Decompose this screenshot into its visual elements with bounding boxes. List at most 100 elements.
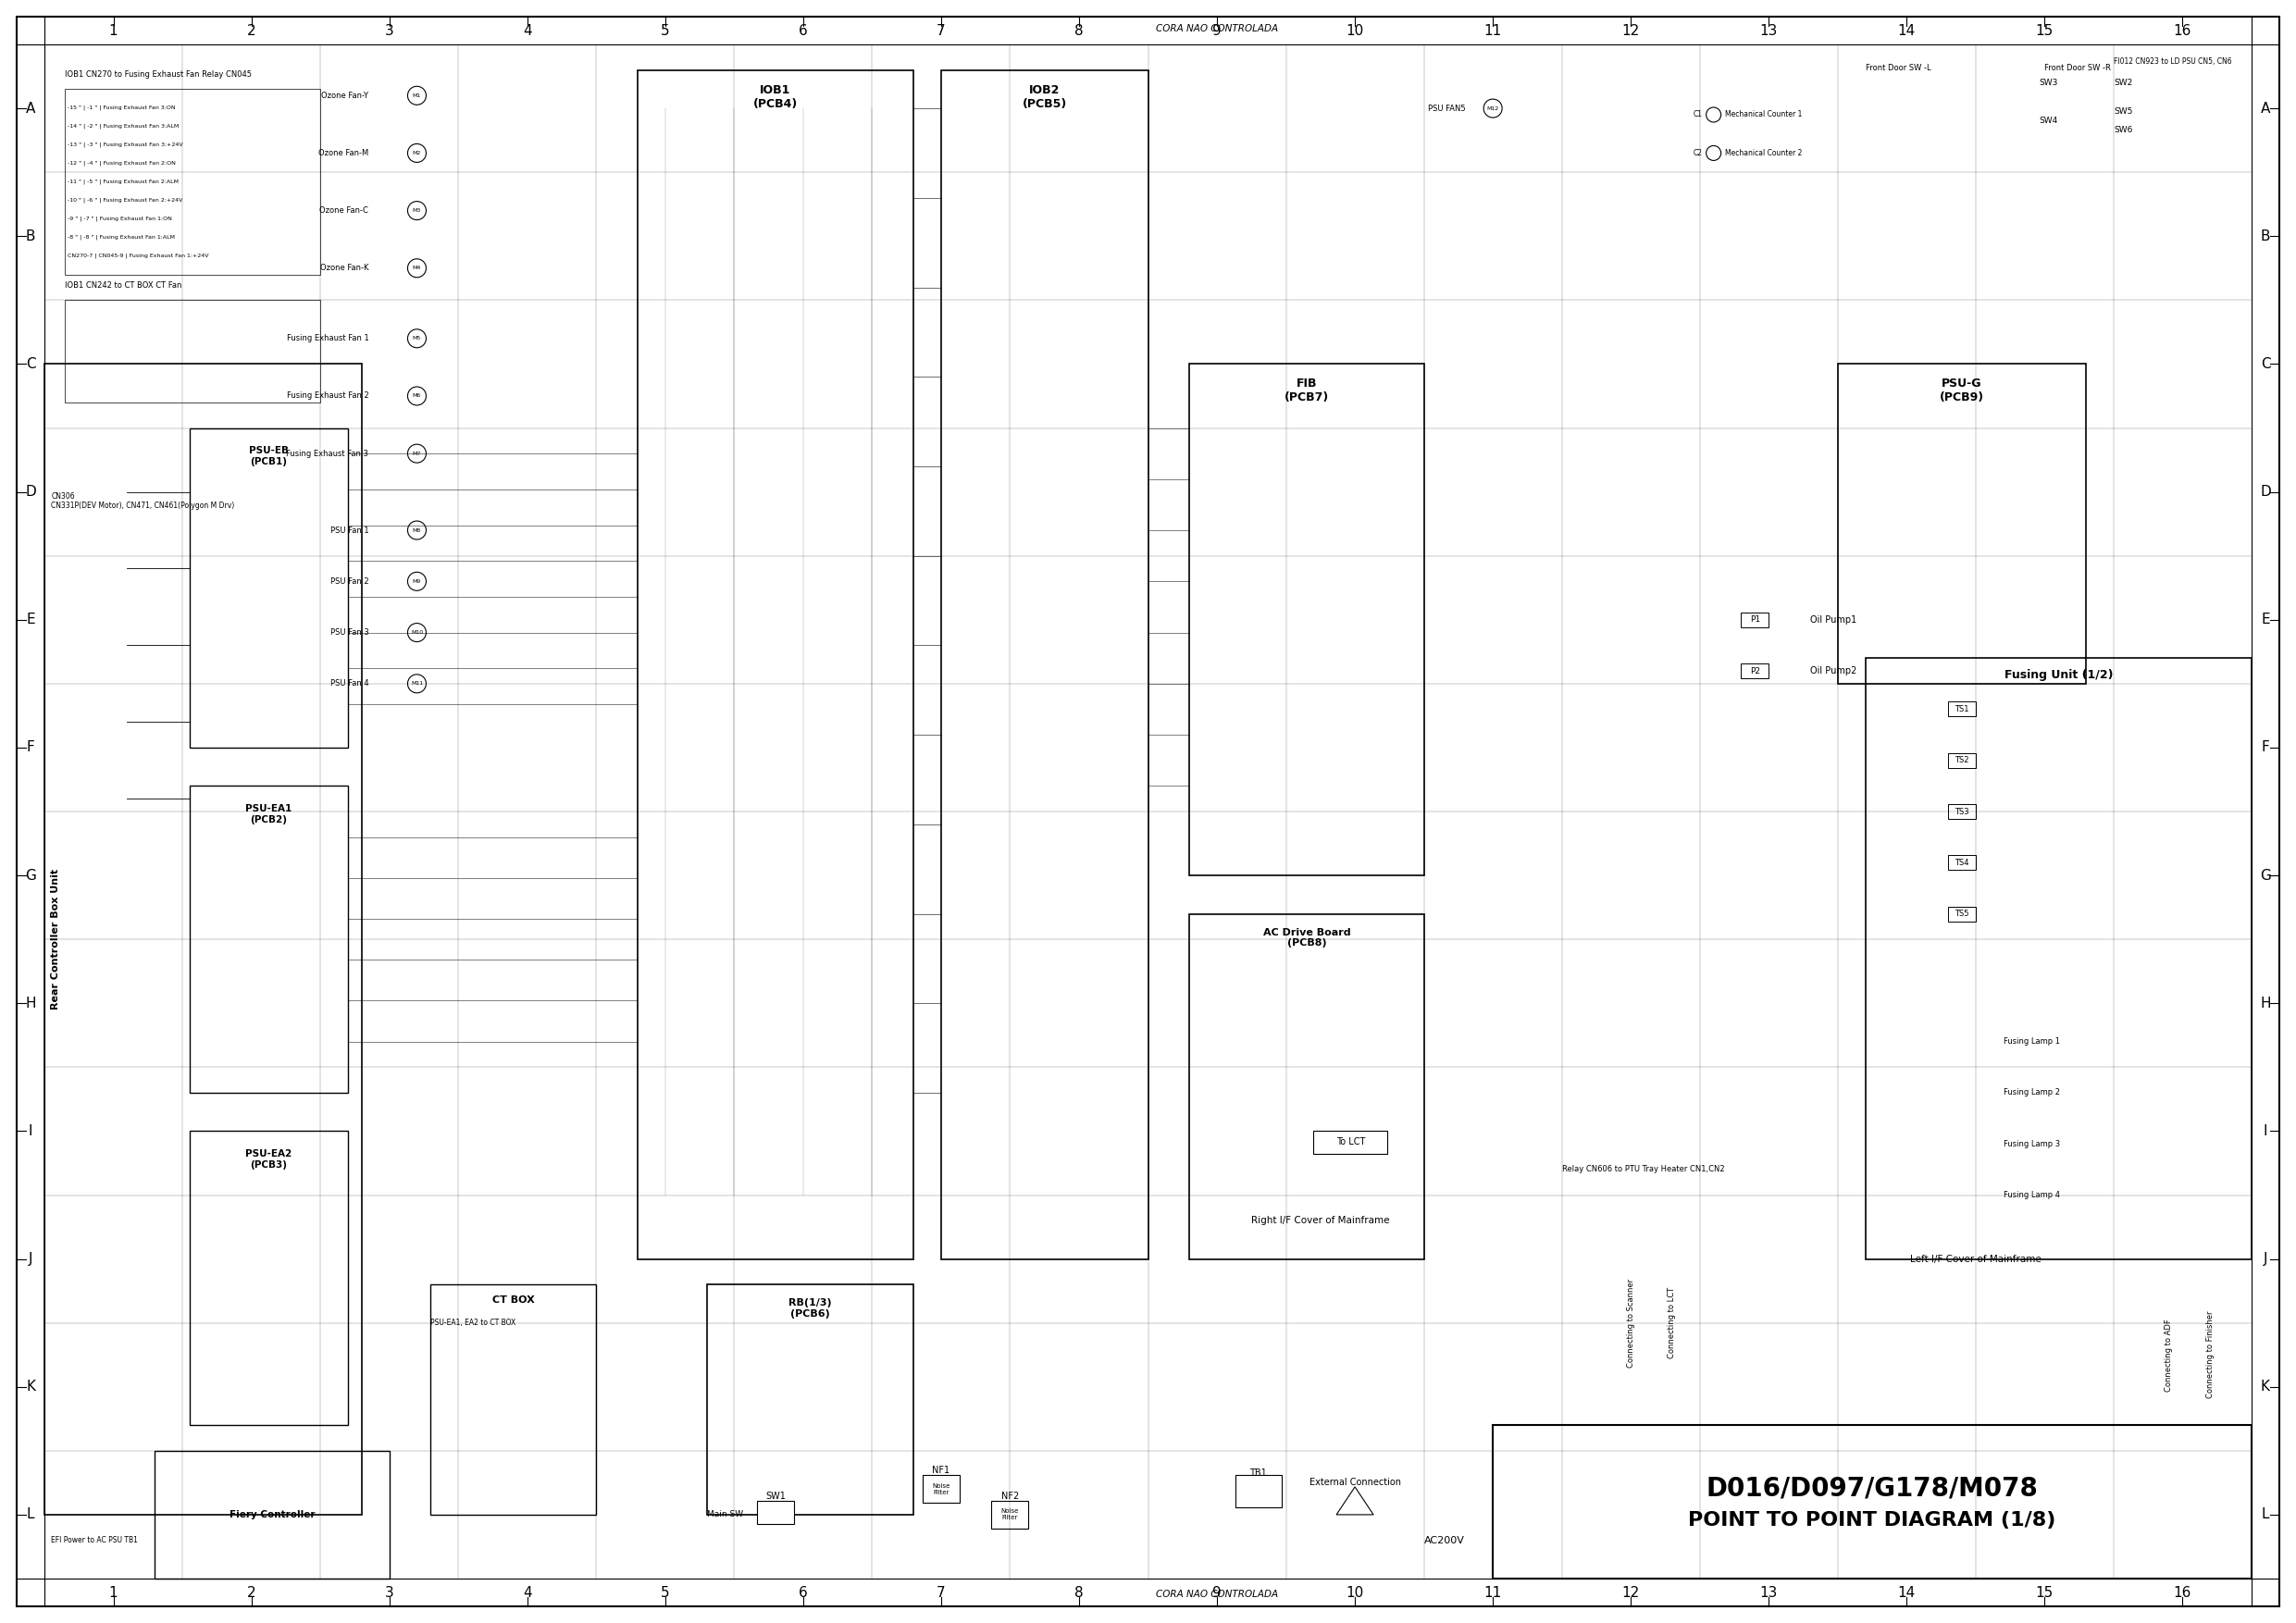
Text: PSU-EA1, EA2 to CT BOX: PSU-EA1, EA2 to CT BOX	[432, 1319, 517, 1328]
Bar	[188, 786, 349, 1092]
Polygon shape	[1336, 1487, 1373, 1514]
Text: M12: M12	[1488, 105, 1499, 110]
Text: D: D	[2259, 485, 2271, 498]
Text: 1: 1	[108, 1586, 117, 1599]
Text: 13: 13	[1759, 24, 1777, 37]
Text: -11 " | -5 " | Fusing Exhaust Fan 2:ALM: -11 " | -5 " | Fusing Exhaust Fan 2:ALM	[69, 179, 179, 185]
Text: PSU Fan 4: PSU Fan 4	[331, 680, 370, 688]
Text: 8: 8	[1075, 24, 1084, 37]
Text: 2: 2	[248, 24, 255, 37]
Text: Rear Controller Box Unit: Rear Controller Box Unit	[51, 868, 60, 1010]
Text: K: K	[2262, 1380, 2271, 1394]
Text: Fiery Controller: Fiery Controller	[230, 1509, 315, 1519]
Text: C2: C2	[1692, 149, 1701, 157]
Text: 6: 6	[799, 24, 808, 37]
Text: 10: 10	[1345, 24, 1364, 37]
Bar	[1492, 1425, 2252, 1579]
Text: I: I	[28, 1125, 32, 1138]
Text: Ozone Fan-M: Ozone Fan-M	[319, 149, 370, 157]
Bar	[154, 1451, 390, 1579]
Text: E: E	[25, 613, 34, 626]
Text: 12: 12	[1621, 24, 1639, 37]
Text: To LCT: To LCT	[1336, 1138, 1366, 1147]
Text: SW3: SW3	[2039, 78, 2057, 88]
Bar	[1947, 753, 1977, 768]
Text: Ozone Fan-K: Ozone Fan-K	[319, 265, 370, 273]
Bar	[923, 1475, 960, 1503]
Text: -15 " | -1 " | Fusing Exhaust Fan 3:ON: -15 " | -1 " | Fusing Exhaust Fan 3:ON	[69, 105, 177, 110]
Text: M7: M7	[413, 451, 420, 456]
Text: CORA NAO CONTROLADA: CORA NAO CONTROLADA	[1155, 24, 1279, 34]
Text: J: J	[2264, 1251, 2268, 1266]
Text: 10: 10	[1345, 1586, 1364, 1599]
Text: M1: M1	[413, 93, 420, 97]
Text: 4: 4	[523, 24, 533, 37]
Text: AC Drive Board
(PCB8): AC Drive Board (PCB8)	[1263, 928, 1350, 948]
Text: 9: 9	[1212, 24, 1221, 37]
Text: F: F	[28, 740, 34, 755]
Text: Fusing Exhaust Fan 1: Fusing Exhaust Fan 1	[287, 334, 370, 342]
Text: P1: P1	[1750, 615, 1761, 623]
Text: CT BOX: CT BOX	[491, 1295, 535, 1305]
Text: PSU Fan 3: PSU Fan 3	[331, 628, 370, 636]
Text: SW5: SW5	[2115, 107, 2133, 115]
Text: FI012 CN923 to LD PSU CN5, CN6: FI012 CN923 to LD PSU CN5, CN6	[2115, 57, 2232, 65]
Text: C: C	[2262, 357, 2271, 372]
Text: PSU-EB
(PCB1): PSU-EB (PCB1)	[248, 446, 289, 466]
Text: Fusing Lamp 2: Fusing Lamp 2	[2004, 1089, 2060, 1097]
Text: 1: 1	[108, 24, 117, 37]
Text: 5: 5	[661, 24, 670, 37]
Bar	[758, 1501, 794, 1524]
Bar	[941, 70, 1148, 1259]
Text: F: F	[2262, 740, 2268, 755]
Text: M11: M11	[411, 682, 422, 687]
Bar	[1947, 701, 1977, 717]
Bar	[64, 89, 321, 274]
Bar	[64, 300, 321, 403]
Bar	[638, 70, 914, 1259]
Text: 3: 3	[386, 1586, 395, 1599]
Text: I: I	[2264, 1125, 2268, 1138]
Text: -9 " | -7 " | Fusing Exhaust Fan 1:ON: -9 " | -7 " | Fusing Exhaust Fan 1:ON	[69, 216, 172, 221]
Text: SW2: SW2	[2115, 78, 2133, 88]
Text: Fusing Exhaust Fan 3: Fusing Exhaust Fan 3	[287, 450, 370, 458]
Text: B: B	[25, 229, 34, 243]
Text: NF2: NF2	[1001, 1492, 1019, 1501]
Text: Fusing Lamp 1: Fusing Lamp 1	[2004, 1037, 2060, 1045]
Text: 13: 13	[1759, 1586, 1777, 1599]
Bar	[1189, 914, 1424, 1259]
Text: H: H	[25, 997, 37, 1010]
Text: 6: 6	[799, 1586, 808, 1599]
Text: 4: 4	[523, 1586, 533, 1599]
Text: B: B	[2262, 229, 2271, 243]
Text: K: K	[25, 1380, 34, 1394]
Text: P2: P2	[1750, 667, 1761, 675]
Text: Fusing Lamp 3: Fusing Lamp 3	[2004, 1139, 2060, 1147]
Text: Oil Pump1: Oil Pump1	[1809, 615, 1857, 625]
Text: Noise
Filter: Noise Filter	[1001, 1509, 1019, 1521]
Bar	[1947, 803, 1977, 820]
Text: C: C	[25, 357, 34, 372]
Bar	[1947, 855, 1977, 870]
Text: Fusing Lamp 4: Fusing Lamp 4	[2004, 1191, 2060, 1199]
Text: M2: M2	[413, 151, 420, 156]
Text: M10: M10	[411, 630, 422, 635]
Text: EFI Power to AC PSU TB1: EFI Power to AC PSU TB1	[51, 1535, 138, 1545]
Text: H: H	[2259, 997, 2271, 1010]
Text: Connecting to ADF: Connecting to ADF	[2165, 1318, 2172, 1391]
Bar	[1313, 1131, 1387, 1154]
Text: M6: M6	[413, 394, 420, 398]
Text: TS1: TS1	[1954, 704, 1970, 714]
Text: Fusing Exhaust Fan 2: Fusing Exhaust Fan 2	[287, 391, 370, 401]
Text: D: D	[25, 485, 37, 498]
Text: A: A	[2262, 101, 2271, 115]
Text: SW4: SW4	[2039, 117, 2057, 125]
Text: SW6: SW6	[2115, 127, 2133, 135]
Text: 3: 3	[386, 24, 395, 37]
Text: 2: 2	[248, 1586, 255, 1599]
Text: A: A	[25, 101, 34, 115]
Text: M8: M8	[413, 527, 420, 532]
Text: Mechanical Counter 2: Mechanical Counter 2	[1724, 149, 1802, 157]
Text: External Connection: External Connection	[1309, 1477, 1401, 1487]
Text: Mechanical Counter 1: Mechanical Counter 1	[1724, 110, 1802, 118]
